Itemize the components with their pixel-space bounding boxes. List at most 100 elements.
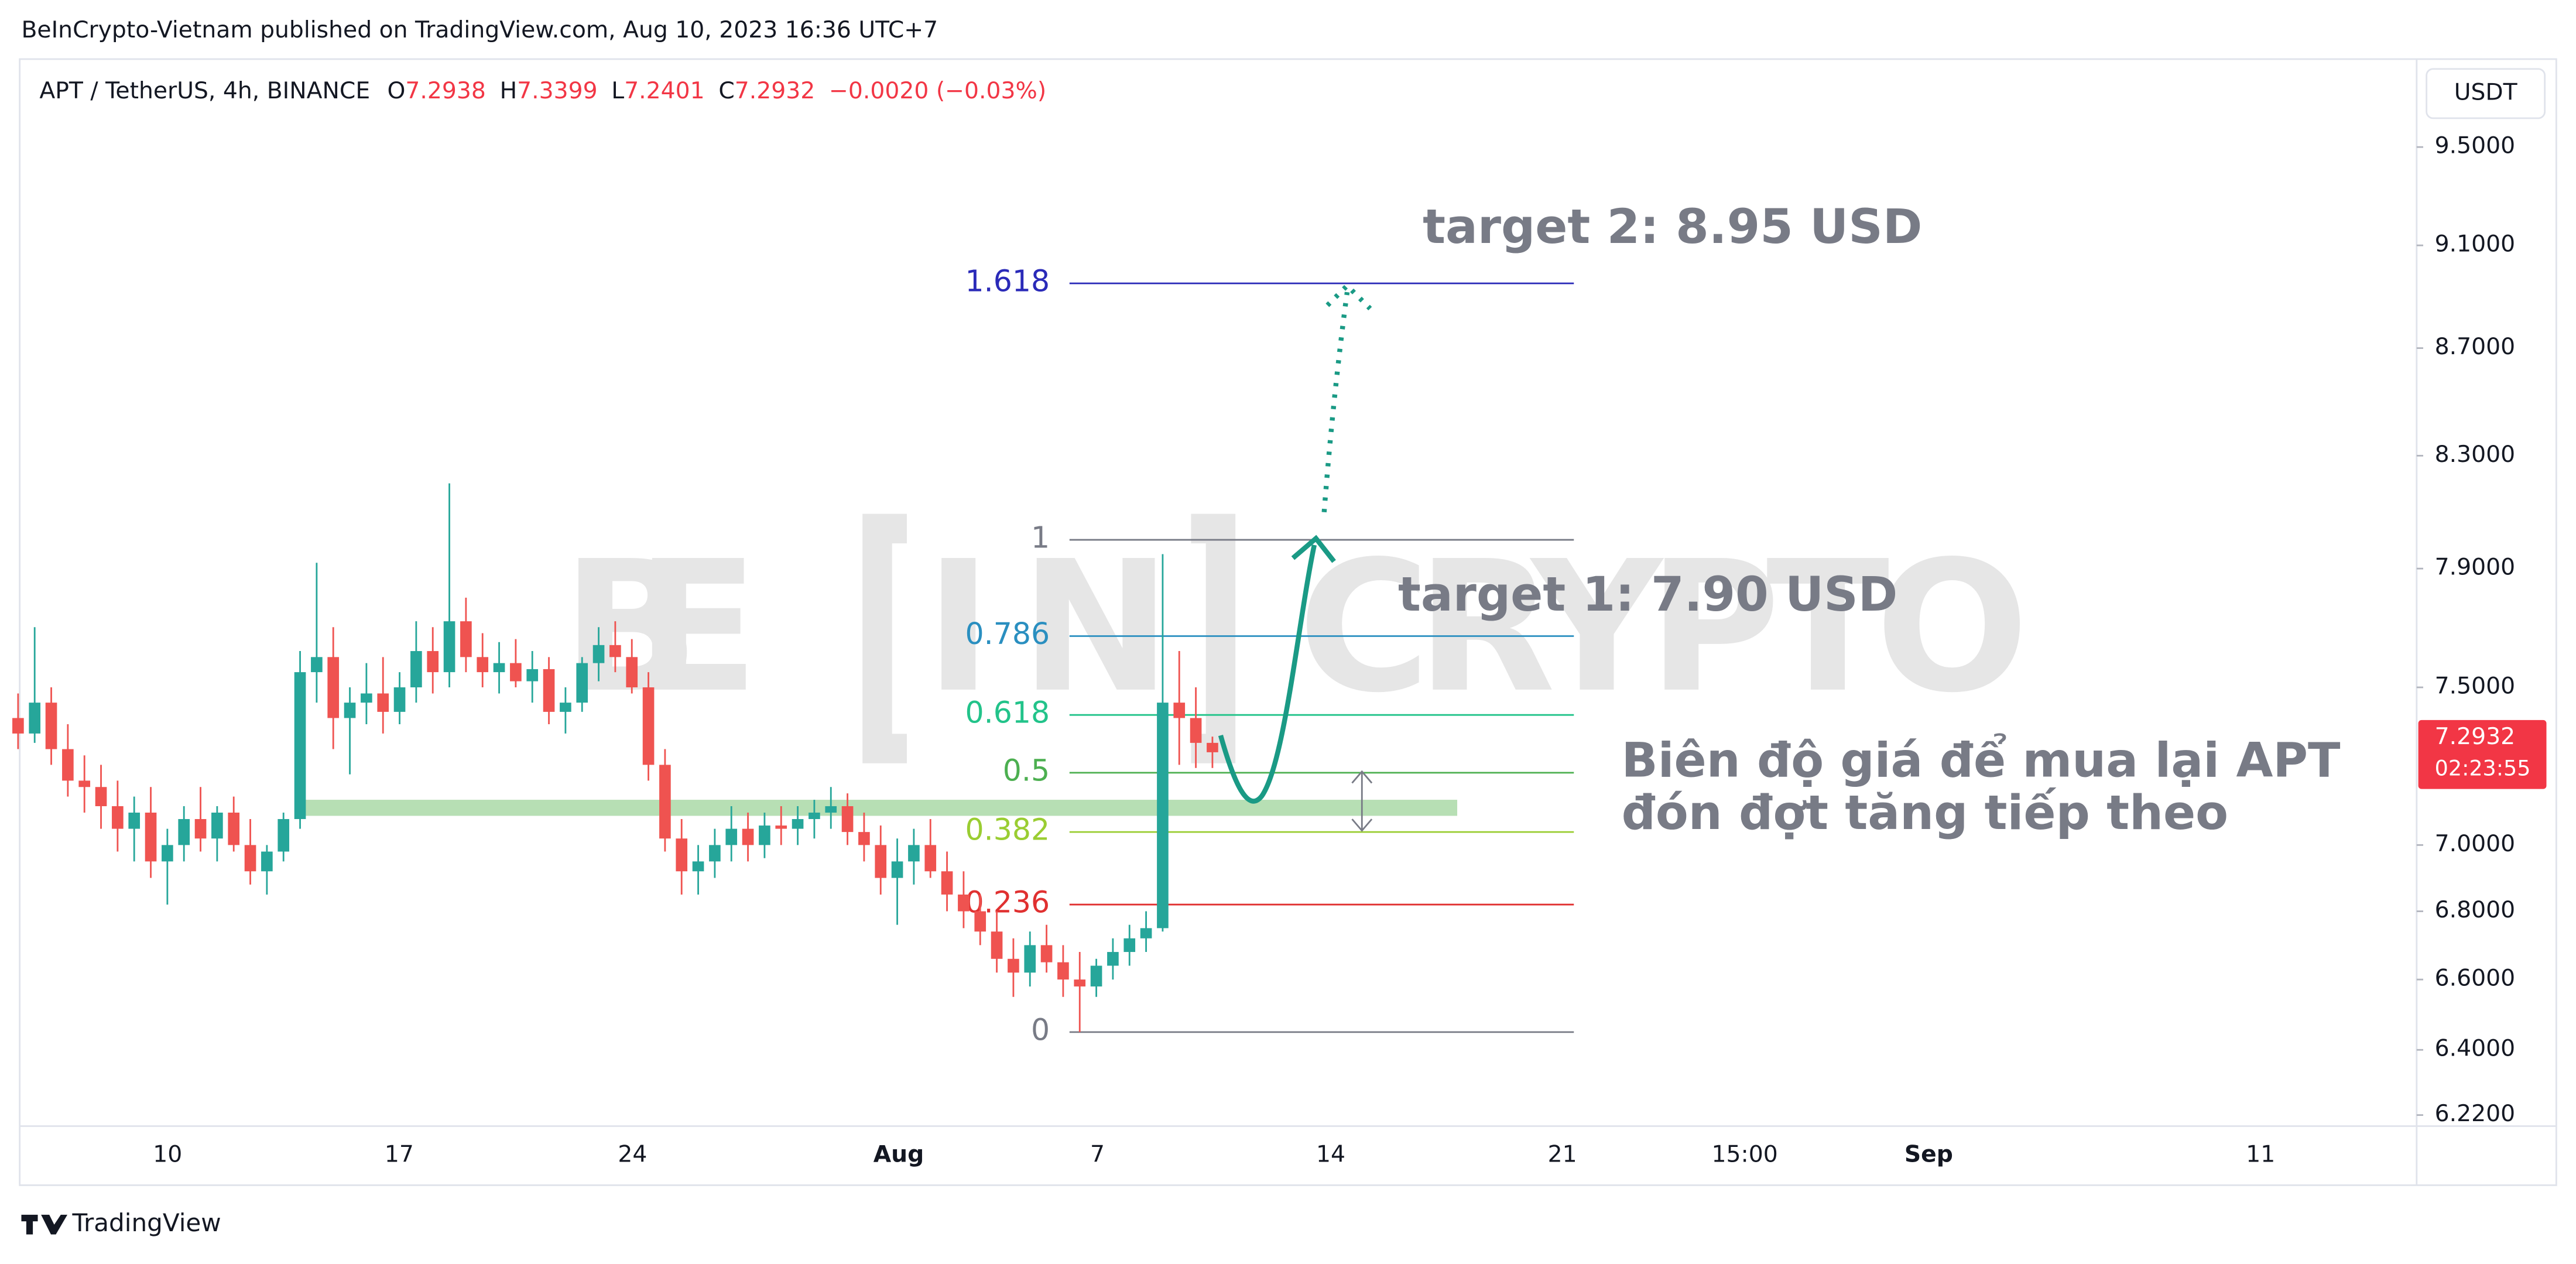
candle-body	[294, 672, 306, 820]
x-tick-label: 21	[1548, 1141, 1577, 1167]
candle-body	[460, 621, 472, 657]
candle-body	[128, 813, 141, 829]
candle-body	[576, 663, 588, 703]
candle-body	[526, 669, 539, 681]
target-2-label: target 2: 8.95 USD	[1423, 199, 1922, 255]
y-tick-label: 9.5000	[2435, 133, 2515, 159]
fib-label: 0.618	[965, 696, 1050, 730]
published-line: BeInCrypto-Vietnam published on TradingV…	[21, 17, 938, 43]
x-tick-label: 15:00	[1711, 1141, 1777, 1167]
candle-body	[1008, 958, 1019, 973]
candle-body	[759, 825, 770, 845]
candle-body	[393, 687, 406, 712]
candle-body	[1040, 945, 1053, 962]
note-line: đón đợt tăng tiếp theo	[1622, 785, 2228, 841]
range-arrow	[1351, 770, 1373, 832]
fib-label: 0.786	[965, 616, 1050, 651]
candle-body	[1140, 928, 1152, 938]
currency-label[interactable]: USDT	[2454, 79, 2518, 105]
candle-body	[841, 806, 854, 833]
candle-body	[543, 669, 555, 712]
candle-body	[560, 703, 571, 712]
currency-button[interactable]	[2426, 68, 2546, 119]
candle-body	[162, 845, 173, 862]
fib-label: 1	[1031, 520, 1050, 555]
candle-body	[1074, 979, 1086, 986]
candle-body	[709, 845, 721, 862]
candle-body	[29, 703, 41, 734]
arrow-head	[1291, 535, 1336, 563]
watermark-text: CRYPTO	[1298, 522, 2029, 732]
candle-body	[95, 787, 107, 807]
candle-body	[991, 931, 1003, 959]
candle-body	[477, 657, 489, 673]
chart-frame	[19, 58, 2557, 1186]
candle-body	[825, 806, 837, 813]
candle-body	[1173, 703, 1186, 718]
candle-body	[659, 765, 671, 839]
candle-body	[12, 718, 24, 734]
fib-label: 0.5	[1003, 753, 1050, 787]
candle-body	[427, 651, 439, 673]
symbol: APT / TetherUS, 4h, BINANCE	[39, 78, 370, 104]
candle-body	[194, 819, 207, 839]
projection-arrow	[1218, 544, 1317, 804]
fib-label: 0	[1031, 1012, 1050, 1047]
legend-key: C	[718, 78, 734, 104]
candle-body	[1157, 703, 1169, 929]
y-tick-label: 8.3000	[2435, 441, 2515, 468]
logo-mark	[21, 1214, 68, 1235]
candle-body	[278, 819, 290, 852]
y-tick-label: 8.7000	[2435, 334, 2515, 360]
y-tick-label: 6.4000	[2435, 1036, 2515, 1062]
candle-body	[908, 845, 920, 862]
price-badge-value: 7.2932	[2435, 724, 2515, 750]
candle-body	[178, 819, 190, 845]
fib-label: 0.382	[965, 813, 1050, 847]
x-tick-label: Aug	[873, 1141, 924, 1167]
y-tick-label: 9.1000	[2435, 231, 2515, 258]
candle-body	[775, 825, 787, 829]
candle-body	[626, 657, 638, 688]
candle-body	[244, 845, 256, 872]
watermark-text: BE	[562, 522, 759, 732]
candle-body	[327, 657, 340, 718]
candle-body	[377, 693, 389, 712]
candle-body	[228, 813, 240, 845]
candle-body	[958, 894, 970, 912]
x-tick-label: Sep	[1904, 1141, 1953, 1167]
price-badge-countdown: 02:23:55	[2435, 756, 2531, 781]
candle-body	[642, 687, 655, 765]
legend-change: −0.0020 (−0.03%)	[829, 78, 1046, 104]
legend-value: 7.2938	[405, 78, 485, 104]
candle-body	[62, 749, 74, 781]
x-tick-label: 10	[153, 1141, 182, 1167]
candle-body	[592, 645, 605, 663]
y-tick-label: 6.6000	[2435, 965, 2515, 992]
candle-body	[1190, 718, 1202, 743]
candle-body	[742, 828, 754, 845]
y-tick-label: 6.8000	[2435, 897, 2515, 923]
candle-body	[493, 663, 505, 673]
candle-body	[78, 780, 91, 787]
y-tick-label: 7.5000	[2435, 673, 2515, 700]
legend-key: H	[500, 78, 518, 104]
candle-body	[941, 871, 953, 895]
candle-body	[410, 651, 422, 688]
candle-body	[974, 911, 986, 932]
candle-body	[924, 845, 937, 872]
y-tick-label: 7.0000	[2435, 831, 2515, 857]
x-tick-label: 17	[385, 1141, 414, 1167]
candle-body	[311, 657, 323, 673]
candle-body	[510, 663, 522, 681]
candle-body	[344, 703, 356, 718]
candle-body	[725, 828, 738, 845]
candle-body	[609, 645, 621, 657]
fib-label: 1.618	[965, 264, 1050, 299]
candle-body	[809, 813, 820, 820]
candle-body	[145, 813, 157, 862]
candle-body	[261, 851, 273, 872]
